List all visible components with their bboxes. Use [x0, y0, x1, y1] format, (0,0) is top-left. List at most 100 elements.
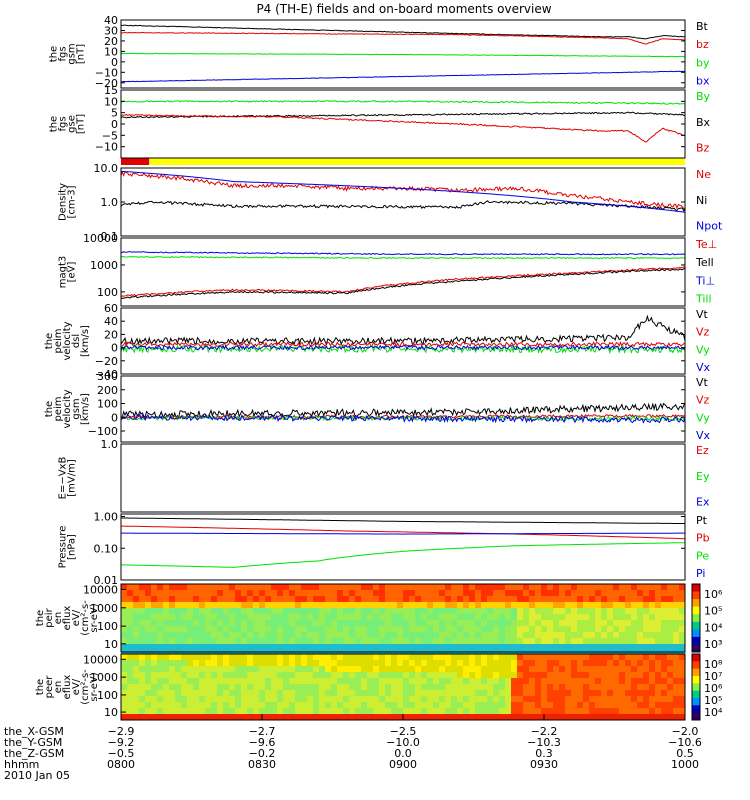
heatmap-cell: [289, 660, 295, 666]
heatmap-cell: [301, 590, 307, 596]
heatmap-cell: [679, 590, 685, 596]
heatmap-cell: [403, 620, 409, 626]
heatmap-cell: [619, 690, 625, 696]
x-axis-row-label: the_X-GSM: [4, 725, 64, 738]
colorbar-segment: [692, 584, 700, 593]
panel-frame: [120, 237, 686, 307]
status-bar-yellow: [149, 158, 685, 165]
heatmap-cell: [397, 708, 403, 714]
heatmap-cell: [493, 602, 499, 608]
heatmap-cell: [481, 644, 487, 650]
heatmap-cell: [313, 608, 319, 614]
heatmap-cell: [259, 666, 265, 672]
heatmap-cell: [187, 672, 193, 678]
heatmap-cell: [553, 608, 559, 614]
heatmap-cell: [631, 644, 637, 650]
heatmap-cell: [577, 672, 583, 678]
heatmap-cell: [145, 626, 151, 632]
heatmap-cell: [343, 654, 349, 660]
series-ne: [121, 170, 685, 210]
heatmap-cell: [457, 672, 463, 678]
heatmap-cell: [367, 672, 373, 678]
legend-te: Te⊥: [695, 238, 717, 251]
heatmap-cell: [211, 654, 217, 660]
heatmap-cell: [313, 696, 319, 702]
heatmap-cell: [169, 632, 175, 638]
heatmap-cell: [325, 644, 331, 650]
heatmap-cell: [523, 608, 529, 614]
heatmap-cell: [355, 644, 361, 650]
heatmap-cell: [619, 584, 625, 590]
heatmap-cell: [211, 708, 217, 714]
heatmap-cell: [271, 678, 277, 684]
heatmap-cell: [547, 684, 553, 690]
heatmap-cell: [169, 596, 175, 602]
heatmap-cell: [433, 608, 439, 614]
panel-frame: [120, 19, 686, 89]
heatmap-cell: [487, 650, 493, 656]
heatmap-cell: [235, 608, 241, 614]
heatmap-cell: [337, 590, 343, 596]
heatmap-cell: [571, 666, 577, 672]
heatmap-cell: [301, 654, 307, 660]
heatmap-cell: [385, 608, 391, 614]
heatmap-cell: [175, 660, 181, 666]
xtick-label: −9.6: [249, 736, 276, 749]
heatmap-cell: [511, 660, 517, 666]
heatmap-cell: [229, 626, 235, 632]
heatmap-cell: [277, 660, 283, 666]
heatmap-cell: [487, 684, 493, 690]
heatmap-cell: [487, 690, 493, 696]
heatmap-cell: [397, 602, 403, 608]
panel-frame: [120, 375, 686, 443]
heatmap-cell: [619, 650, 625, 656]
heatmap-cell: [337, 684, 343, 690]
heatmap-cell: [607, 690, 613, 696]
heatmap-cell: [295, 696, 301, 702]
heatmap-cell: [163, 702, 169, 708]
heatmap-cell: [331, 684, 337, 690]
heatmap-cell: [199, 608, 205, 614]
heatmap-cell: [541, 584, 547, 590]
heatmap-cell: [121, 644, 127, 650]
heatmap-cell: [493, 584, 499, 590]
heatmap-cell: [565, 708, 571, 714]
heatmap-cell: [421, 708, 427, 714]
ytick-label: 1000: [90, 602, 118, 615]
heatmap-cell: [307, 608, 313, 614]
heatmap-cell: [367, 602, 373, 608]
heatmap-cell: [571, 638, 577, 644]
heatmap-cell: [577, 660, 583, 666]
heatmap-cell: [499, 620, 505, 626]
heatmap-cell: [469, 678, 475, 684]
heatmap-cell: [385, 584, 391, 590]
heatmap-cell: [445, 666, 451, 672]
heatmap-cell: [211, 702, 217, 708]
heatmap-cell: [481, 714, 487, 720]
heatmap-cell: [361, 714, 367, 720]
heatmap-cell: [535, 632, 541, 638]
heatmap-cell: [409, 644, 415, 650]
heatmap-cell: [541, 614, 547, 620]
heatmap-cell: [583, 626, 589, 632]
heatmap-cell: [289, 696, 295, 702]
heatmap-cell: [589, 666, 595, 672]
heatmap-cell: [343, 714, 349, 720]
heatmap-cell: [595, 632, 601, 638]
ytick-label: 10: [104, 638, 118, 651]
heatmap-cell: [421, 584, 427, 590]
heatmap-cell: [127, 644, 133, 650]
heatmap-cell: [409, 672, 415, 678]
heatmap-cell: [169, 690, 175, 696]
heatmap-cell: [619, 602, 625, 608]
heatmap-cell: [517, 660, 523, 666]
heatmap-cell: [175, 650, 181, 656]
heatmap-cell: [379, 714, 385, 720]
heatmap-cell: [583, 590, 589, 596]
heatmap-cell: [535, 660, 541, 666]
heatmap-cell: [241, 620, 247, 626]
heatmap-cell: [379, 620, 385, 626]
heatmap-cell: [331, 654, 337, 660]
heatmap-cell: [457, 590, 463, 596]
